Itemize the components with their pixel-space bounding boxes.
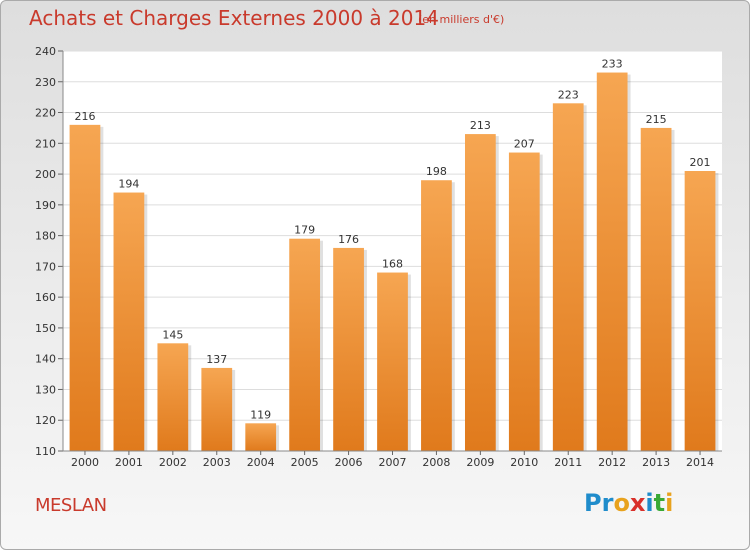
data-label: 201 (690, 156, 711, 169)
x-tick-label: 2011 (554, 456, 582, 469)
data-label: 216 (74, 110, 95, 123)
data-label: 233 (602, 58, 623, 71)
x-tick-label: 2010 (510, 456, 538, 469)
bars (69, 72, 719, 452)
y-tick-label: 180 (35, 230, 56, 243)
bar-2009 (464, 134, 496, 452)
x-tick-label: 2005 (291, 456, 319, 469)
data-label: 223 (558, 88, 579, 101)
y-tick-label: 110 (35, 445, 56, 458)
x-tick-label: 2012 (598, 456, 626, 469)
y-tick-label: 210 (35, 137, 56, 150)
x-tick-label: 2008 (422, 456, 450, 469)
logo-letter: r (601, 489, 614, 517)
bar-2006 (333, 247, 364, 451)
y-tick-label: 120 (35, 414, 56, 427)
logo-letter: x (629, 489, 646, 517)
bar-2001 (113, 192, 145, 452)
x-tick-label: 2006 (335, 456, 363, 469)
labels: 216 194 145 137 119 179 176 168 198 213 207 223 233 2… (74, 58, 710, 422)
x-tick-label: 2009 (466, 456, 494, 469)
bar-2000 (69, 124, 101, 451)
axes: 110 120 130 140 150 160 170 180 190 200 210 220 230 2… (35, 45, 722, 469)
logo-letter: i (665, 489, 674, 517)
data-label: 168 (382, 258, 403, 271)
logo-letter: i (645, 489, 654, 517)
y-tick-label: 170 (35, 260, 56, 273)
x-tick-label: 2013 (642, 456, 670, 469)
bar-2013 (640, 127, 672, 451)
data-label: 215 (646, 113, 667, 126)
bar-2005 (289, 238, 321, 451)
y-tick-label: 230 (35, 76, 56, 89)
x-tick-label: 2007 (379, 456, 407, 469)
logo-letter: o (613, 489, 630, 517)
y-tick-label: 190 (35, 199, 56, 212)
data-label: 213 (470, 119, 491, 132)
data-label: 207 (514, 138, 535, 151)
bar-2012 (596, 72, 628, 452)
bar-2010 (508, 152, 540, 452)
y-tick-label: 130 (35, 383, 56, 396)
data-label: 194 (118, 178, 139, 191)
data-label: 119 (250, 408, 271, 421)
x-tick-label: 2002 (159, 456, 187, 469)
chart-title: Achats et Charges Externes 2000 à 2014 (29, 6, 439, 30)
commune-name: MESLAN (35, 495, 107, 516)
logo-letter: t (653, 489, 666, 517)
y-tick-label: 140 (35, 353, 56, 366)
x-tick-label: 2014 (686, 456, 714, 469)
bar-2011 (552, 103, 584, 452)
y-tick-label: 200 (35, 168, 56, 181)
y-tick-label: 150 (35, 322, 56, 335)
proxiti-logo: Proxiti (584, 489, 673, 517)
x-tick-label: 2001 (115, 456, 143, 469)
bar-2007 (377, 272, 408, 451)
y-tick-label: 160 (35, 291, 56, 304)
chart-unit: (en milliers d'€) (418, 13, 505, 26)
bar-2003 (201, 367, 233, 451)
y-tick-label: 240 (35, 45, 56, 58)
data-label: 179 (294, 224, 315, 237)
bar-2008 (421, 180, 452, 451)
bar-2014 (684, 171, 716, 451)
data-label: 137 (206, 353, 227, 366)
bar-2002 (157, 343, 189, 451)
x-tick-label: 2003 (203, 456, 231, 469)
data-label: 145 (162, 328, 183, 341)
x-tick-label: 2004 (247, 456, 275, 469)
logo-letter: P (584, 489, 602, 517)
y-tick-label: 220 (35, 107, 56, 120)
data-label: 198 (426, 165, 447, 178)
data-label: 176 (338, 233, 359, 246)
x-tick-label: 2000 (71, 456, 99, 469)
bar-2004 (245, 423, 277, 451)
